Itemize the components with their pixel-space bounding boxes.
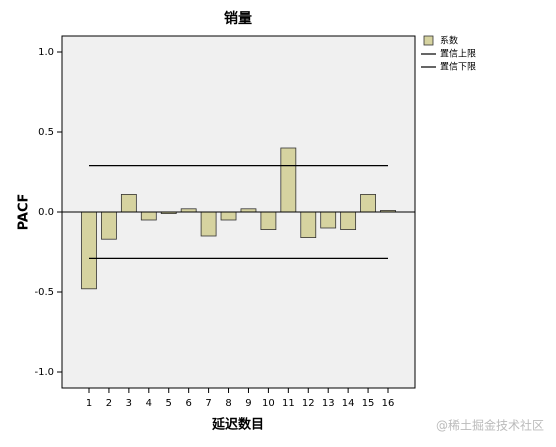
bar [280,147,297,213]
bar [140,211,157,221]
x-tick-label: 4 [146,398,152,409]
x-tick-label: 16 [382,398,395,409]
x-tick-label: 12 [302,398,315,409]
legend-label: 置信下限 [440,61,476,73]
x-tick-label: 1 [86,398,92,409]
bar [200,211,217,237]
x-tick-label: 15 [362,398,375,409]
chart-title: 销量 [224,10,252,27]
legend-label: 系数 [440,35,458,47]
x-tick-label: 11 [282,398,295,409]
bar [340,211,357,231]
x-tick-label: 2 [106,398,112,409]
bar [320,211,337,229]
y-tick-label: 1.0 [38,47,54,58]
bar [120,193,137,213]
bar [300,211,317,239]
bar [101,211,117,240]
x-tick-label: 7 [205,398,211,409]
bar [360,193,376,213]
x-tick-label: 5 [166,398,172,409]
y-axis-label: PACF [17,194,32,231]
legend-swatch [423,35,434,46]
x-tick-label: 9 [245,398,251,409]
y-tick-label: 0.5 [38,127,54,138]
legend-label: 置信上限 [440,48,476,60]
x-tick-label: 6 [185,398,191,409]
x-tick-label: 8 [225,398,231,409]
y-tick-label: -1.0 [34,367,54,378]
bar [260,211,277,231]
bar [220,211,237,221]
x-tick-label: 10 [262,398,275,409]
y-tick-label: 0.0 [38,207,54,218]
bar [81,211,97,290]
x-tick-label: 14 [342,398,355,409]
y-tick-label: -0.5 [34,287,54,298]
x-tick-label: 13 [322,398,335,409]
watermark: @稀土掘金技术社区 [436,418,544,433]
x-axis-label: 延迟数目 [211,417,264,433]
x-tick-label: 3 [126,398,132,409]
